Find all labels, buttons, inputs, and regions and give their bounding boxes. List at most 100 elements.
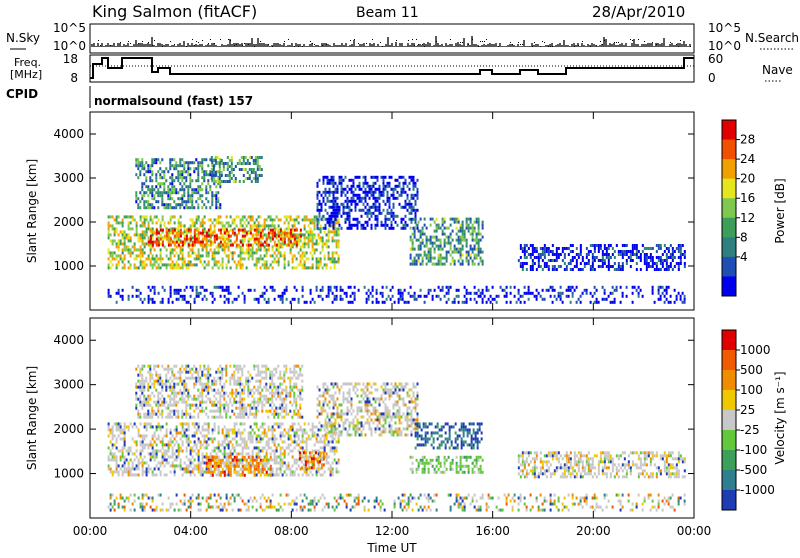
echo-cell	[403, 224, 405, 227]
echo-cell	[389, 197, 391, 200]
echo-cell	[286, 215, 288, 218]
echo-cell	[316, 437, 318, 440]
nsearch-label: N.Search	[745, 31, 799, 45]
echo-cell	[162, 286, 164, 289]
echo-cell	[343, 212, 345, 215]
echo-cell	[337, 215, 339, 218]
echo-cell	[662, 253, 664, 256]
echo-cell	[616, 244, 618, 247]
echo-cell	[328, 289, 330, 292]
echo-cell	[226, 242, 228, 245]
echo-cell	[182, 295, 184, 298]
echo-cell	[316, 257, 318, 260]
echo-cell	[365, 227, 367, 230]
echo-cell	[327, 176, 329, 179]
echo-cell	[210, 471, 212, 474]
echo-cell	[253, 177, 255, 180]
echo-cell	[338, 245, 340, 248]
echo-cell	[128, 467, 130, 470]
echo-cell	[416, 260, 418, 263]
echo-cell	[372, 286, 374, 289]
echo-cell	[244, 474, 246, 477]
echo-cell	[124, 257, 126, 260]
echo-cell	[196, 241, 198, 244]
echo-cell	[188, 437, 190, 440]
echo-cell	[180, 449, 182, 452]
echo-cell	[199, 194, 201, 197]
echo-cell	[196, 257, 198, 260]
echo-cell	[258, 224, 260, 227]
echo-cell	[138, 467, 140, 470]
echo-cell	[210, 468, 212, 471]
echo-cell	[110, 254, 112, 257]
echo-cell	[212, 440, 214, 443]
echo-cell	[349, 206, 351, 209]
echo-cell	[584, 265, 586, 268]
nsearch-sample	[210, 39, 211, 40]
echo-cell	[373, 176, 375, 179]
echo-cell	[680, 250, 682, 253]
echo-cell	[454, 301, 456, 304]
echo-cell	[118, 422, 120, 425]
echo-cell	[120, 239, 122, 242]
echo-cell	[366, 292, 368, 295]
echo-cell	[327, 218, 329, 221]
echo-cell	[446, 227, 448, 230]
echo-cell	[646, 247, 648, 250]
echo-cell	[454, 251, 456, 254]
echo-cell	[178, 452, 180, 455]
echo-cell	[176, 431, 178, 434]
echo-cell	[215, 206, 217, 209]
echo-cell	[208, 468, 210, 471]
echo-cell	[372, 295, 374, 298]
echo-cell	[159, 173, 161, 176]
echo-cell	[387, 191, 389, 194]
echo-cell	[340, 298, 342, 301]
echo-cell	[118, 425, 120, 428]
echo-cell	[176, 251, 178, 254]
echo-cell	[268, 446, 270, 449]
echo-cell	[389, 185, 391, 188]
echo-cell	[363, 185, 365, 188]
echo-cell	[302, 286, 304, 289]
echo-cell	[230, 440, 232, 443]
echo-cell	[266, 434, 268, 437]
echo-cell	[290, 251, 292, 254]
echo-cell	[572, 259, 574, 262]
echo-cell	[460, 230, 462, 233]
echo-cell	[578, 256, 580, 259]
echo-cell	[373, 185, 375, 188]
echo-cell	[238, 431, 240, 434]
echo-cell	[450, 286, 452, 289]
echo-cell	[478, 227, 480, 230]
echo-cell	[478, 233, 480, 236]
echo-cell	[182, 241, 184, 244]
echo-cell	[254, 446, 256, 449]
echo-cell	[337, 209, 339, 212]
echo-cell	[564, 247, 566, 250]
nsearch-sample	[288, 39, 289, 40]
echo-cell	[145, 206, 147, 209]
echo-cell	[226, 254, 228, 257]
echo-cell	[304, 251, 306, 254]
echo-cell	[608, 247, 610, 250]
echo-cell	[232, 452, 234, 455]
echo-cell	[385, 188, 387, 191]
echo-cell	[612, 265, 614, 268]
echo-cell	[325, 203, 327, 206]
echo-cell	[418, 254, 420, 257]
echo-cell	[652, 259, 654, 262]
echo-cell	[228, 289, 230, 292]
echo-cell	[276, 422, 278, 425]
echo-cell	[334, 446, 336, 449]
echo-cell	[389, 203, 391, 206]
echo-cell	[684, 256, 686, 259]
echo-cell	[540, 265, 542, 268]
echo-cell	[232, 464, 234, 467]
echo-cell	[169, 197, 171, 200]
echo-cell	[410, 236, 412, 239]
echo-cell	[196, 295, 198, 298]
echo-cell	[586, 289, 588, 292]
echo-cell	[174, 235, 176, 238]
echo-cell	[142, 464, 144, 467]
